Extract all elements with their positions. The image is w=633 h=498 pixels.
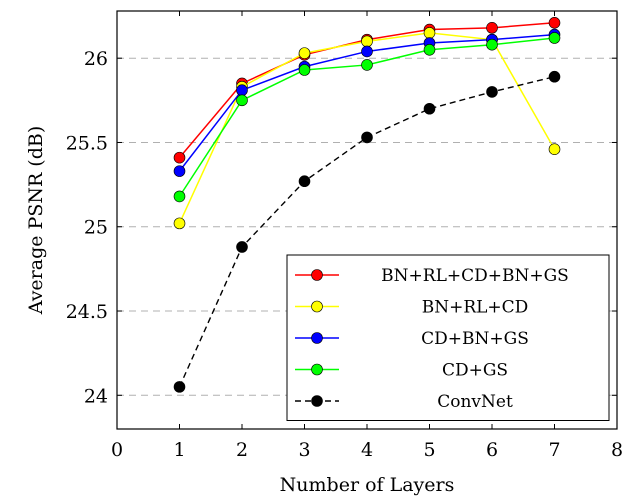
data-point xyxy=(173,165,186,177)
y-axis-title: Average PSNR (dB) xyxy=(25,126,47,316)
x-tick-label: 7 xyxy=(548,439,560,461)
data-point xyxy=(173,190,186,203)
series-CD+BN+GS xyxy=(173,28,561,177)
data-point xyxy=(361,35,373,48)
legend: BN+RL+CD+BN+GS BN+RL+CD CD+BN+GS CD+GS ConvN… xyxy=(286,254,610,421)
x-axis-title: Number of Layers xyxy=(280,474,455,496)
legend-marker xyxy=(311,363,323,376)
data-point xyxy=(486,38,498,51)
y-tick-label: 26 xyxy=(84,48,108,70)
x-tick-label: 5 xyxy=(423,439,435,461)
series-CD+GS xyxy=(173,32,561,203)
x-tick-label: 3 xyxy=(298,439,310,461)
axis-ticks: 0 1 2 3 4 5 6 7 8 24 24.5 25 25.5 26 xyxy=(66,11,623,461)
data-point xyxy=(173,217,186,230)
data-point xyxy=(548,16,561,29)
legend-label: BN+RL+CD+BN+GS xyxy=(381,266,569,286)
x-tick-label: 6 xyxy=(486,439,498,461)
x-tick-label: 8 xyxy=(611,439,623,461)
data-point xyxy=(361,131,373,144)
series-BN+RL+CD xyxy=(173,27,561,230)
legend-marker xyxy=(311,269,323,281)
series-layer xyxy=(173,16,561,393)
legend-label: ConvNet xyxy=(437,392,513,412)
data-point xyxy=(361,45,373,58)
legend-label: CD+GS xyxy=(442,361,508,381)
data-point xyxy=(423,43,436,56)
data-point xyxy=(298,47,311,59)
y-tick-label: 24 xyxy=(84,385,108,407)
data-point xyxy=(236,241,248,253)
series-ConvNet xyxy=(173,70,561,393)
data-point xyxy=(423,102,436,115)
y-tick-label: 25.5 xyxy=(66,132,108,154)
data-point xyxy=(298,64,311,76)
data-point xyxy=(423,27,436,39)
data-point xyxy=(236,84,248,97)
legend-marker xyxy=(311,332,323,344)
legend-marker xyxy=(311,300,323,313)
legend-box xyxy=(286,254,610,421)
x-tick-label: 4 xyxy=(361,439,373,461)
legend-marker xyxy=(311,395,323,407)
data-point xyxy=(173,151,186,164)
data-point xyxy=(548,32,561,44)
data-point xyxy=(361,59,373,71)
data-point xyxy=(548,143,561,156)
legend-label: BN+RL+CD xyxy=(422,298,529,318)
data-point xyxy=(486,22,498,34)
data-point xyxy=(236,94,248,107)
x-tick-label: 2 xyxy=(236,439,248,461)
legend-label: CD+BN+GS xyxy=(421,329,529,349)
y-tick-label: 25 xyxy=(84,217,108,239)
x-tick-label: 0 xyxy=(111,439,123,461)
data-point xyxy=(486,86,498,98)
data-point xyxy=(173,381,186,393)
y-tick-label: 24.5 xyxy=(66,301,108,323)
x-tick-label: 1 xyxy=(173,439,185,461)
data-point xyxy=(298,175,311,188)
data-point xyxy=(548,70,561,83)
